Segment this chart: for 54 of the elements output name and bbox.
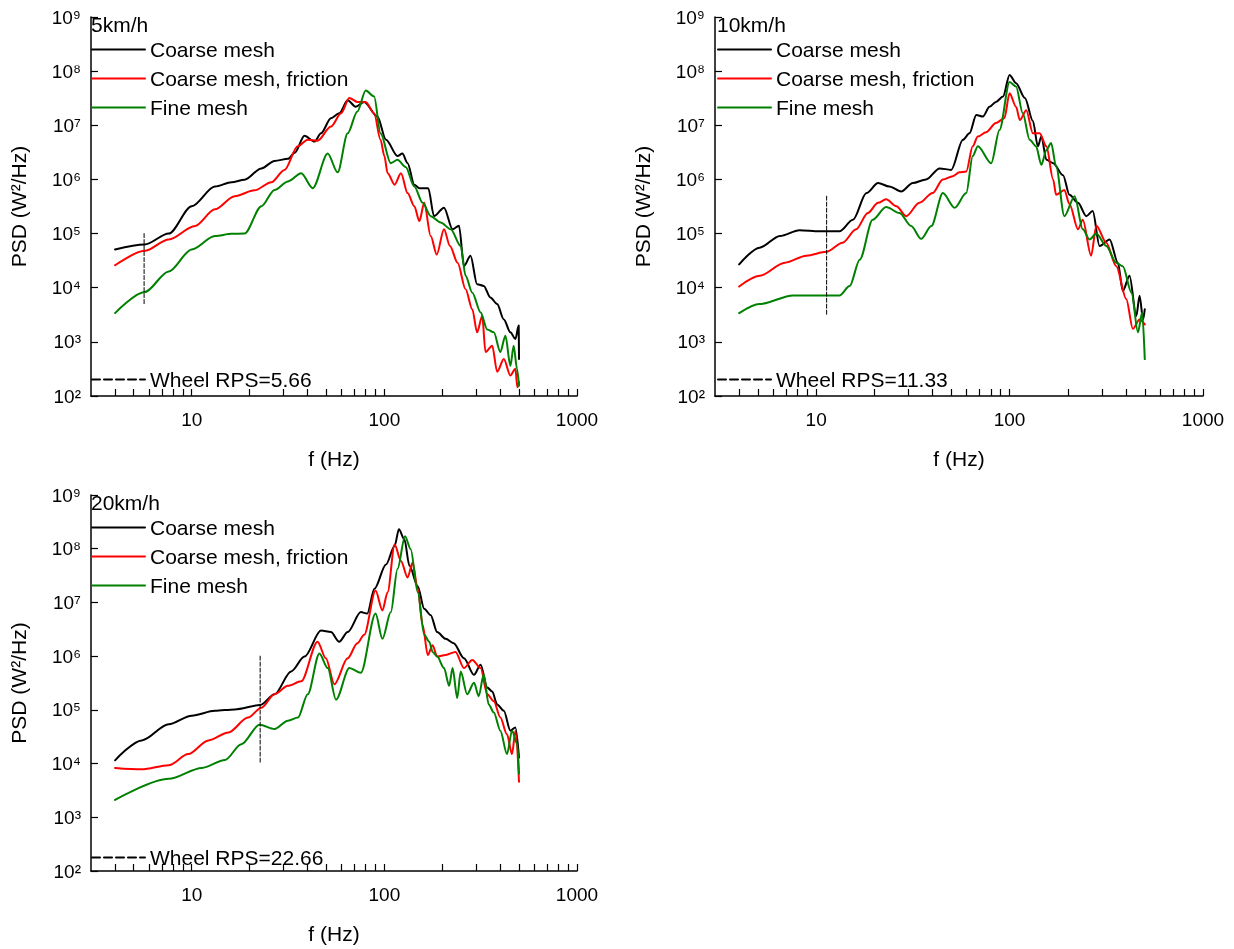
- legend-label: Wheel RPS=5.66: [150, 368, 312, 391]
- x-tick-label: 1000: [1181, 409, 1225, 430]
- y-tick-label: 10⁷: [52, 591, 82, 613]
- y-tick-label: 10⁶: [676, 168, 705, 190]
- y-tick-label: 10³: [677, 331, 705, 353]
- x-tick-label: 1000: [555, 884, 599, 905]
- x-tick-label: 100: [368, 409, 401, 430]
- legend-label: Wheel RPS=22.66: [150, 846, 324, 869]
- y-tick-label: 10⁴: [51, 753, 81, 775]
- y-tick-label: 10⁸: [51, 60, 81, 82]
- y-tick-label: 10²: [53, 860, 81, 882]
- legend-title: 5km/h: [91, 13, 149, 36]
- legend-label: Coarse mesh: [776, 38, 901, 61]
- y-tick-label: 10³: [53, 806, 81, 828]
- x-tick-label: 100: [993, 409, 1026, 430]
- x-tick-label: 100: [368, 884, 401, 905]
- y-tick-label: 10⁵: [675, 223, 705, 245]
- y-tick-label: 10⁴: [51, 277, 81, 299]
- y-tick-label: 10⁹: [675, 6, 705, 28]
- y-tick-label: 10⁴: [675, 277, 705, 299]
- x-tick-label: 1000: [555, 409, 599, 430]
- y-axis-title: PSD (W²/Hz): [7, 145, 30, 268]
- y-tick-label: 10⁸: [675, 60, 705, 82]
- x-tick-label: 10: [181, 409, 203, 430]
- y-tick-label: 10⁹: [51, 484, 81, 506]
- y-tick-label: 10⁸: [51, 538, 81, 560]
- legend-label: Fine mesh: [776, 96, 875, 119]
- y-axis-title: PSD (W²/Hz): [7, 622, 30, 744]
- x-axis-title: f (Hz): [308, 447, 360, 470]
- legend-label: Coarse mesh, friction: [150, 67, 349, 90]
- y-tick-label: 10⁶: [52, 168, 81, 190]
- x-tick-label: 10: [805, 409, 827, 430]
- y-tick-label: 10⁵: [51, 223, 81, 245]
- legend-label: Fine mesh: [150, 574, 249, 597]
- legend-title: 10km/h: [717, 13, 786, 36]
- y-tick-label: 10⁷: [52, 114, 82, 136]
- x-axis-title: f (Hz): [308, 922, 360, 945]
- y-tick-label: 10²: [677, 385, 705, 407]
- x-tick-label: 10: [181, 884, 203, 905]
- legend-label: Fine mesh: [150, 96, 249, 119]
- y-tick-label: 10⁹: [51, 6, 81, 28]
- legend-label: Coarse mesh: [150, 38, 275, 61]
- legend-title: 20km/h: [91, 491, 160, 514]
- y-tick-label: 10³: [53, 331, 81, 353]
- y-axis-title: PSD (W²/Hz): [631, 145, 654, 268]
- y-tick-label: 10⁷: [676, 114, 706, 136]
- legend-label: Coarse mesh, friction: [776, 67, 975, 90]
- legend-label: Coarse mesh: [150, 516, 275, 539]
- legend-label: Wheel RPS=11.33: [776, 368, 948, 391]
- legend-label: Coarse mesh, friction: [150, 545, 349, 568]
- y-tick-label: 10²: [53, 385, 81, 407]
- y-tick-label: 10⁵: [51, 699, 81, 721]
- x-axis-title: f (Hz): [933, 447, 985, 470]
- y-tick-label: 10⁶: [52, 645, 81, 667]
